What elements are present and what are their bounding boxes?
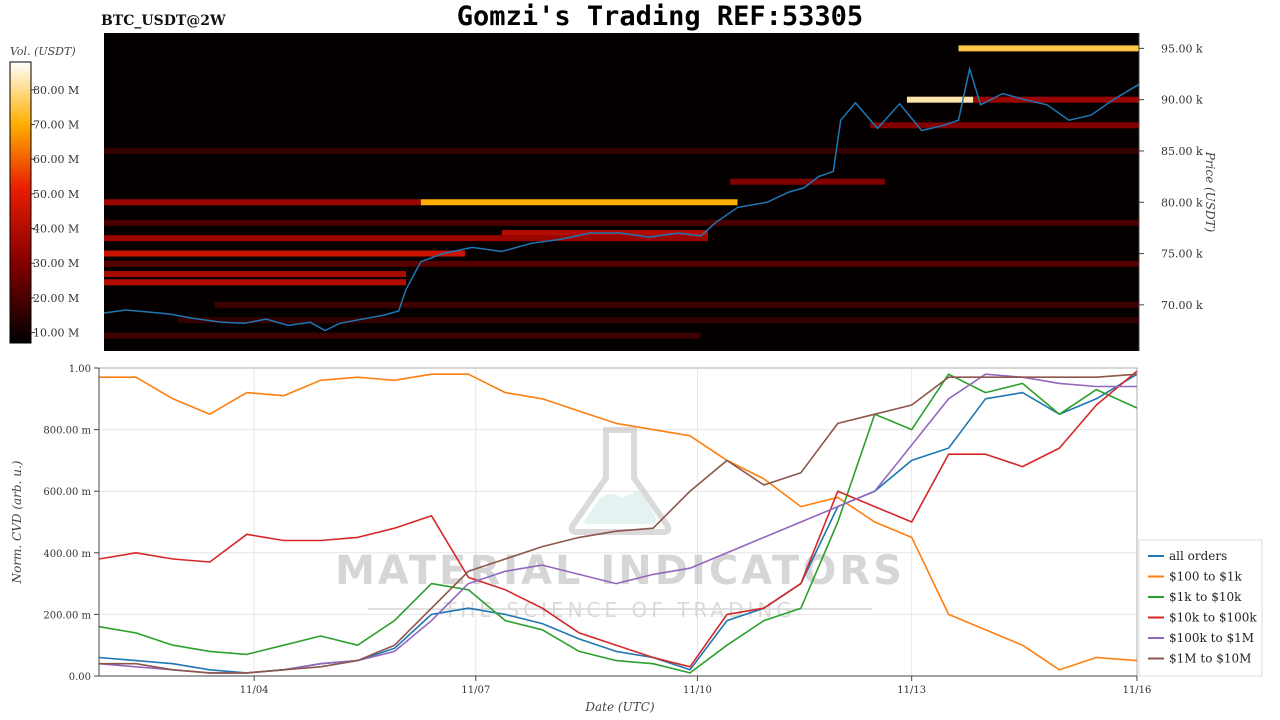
price-tick-label: 90.00 k [1161, 94, 1203, 107]
cvd-series-line [99, 373, 1138, 671]
heatmap-band [730, 178, 885, 185]
colorbar-tick-label: 40.00 M [33, 223, 79, 236]
heatmap-band [104, 235, 709, 242]
heatmap-band [104, 279, 407, 286]
cvd-y-tick-label: 200.00 m [43, 610, 91, 621]
heatmap-band [104, 219, 1139, 226]
symbol-label: BTC_USDT@2W [101, 13, 226, 29]
price-axis: 70.00 k 75.00 k 80.00 k 85.00 k 90.00 k 95.00… [1138, 33, 1203, 351]
price-tick-label: 70.00 k [1161, 299, 1203, 312]
cvd-x-tick-label: 11/10 [683, 685, 712, 696]
cvd-x-axis: 11/04 11/07 11/10 11/13 11/16 [99, 675, 1152, 696]
price-tick-label: 85.00 k [1161, 145, 1203, 158]
heatmap-band [870, 122, 1139, 129]
cvd-series-line [98, 370, 1138, 668]
legend-label: $1k to $10k [1169, 590, 1242, 604]
price-axis-label: Price (USDT) [1203, 151, 1217, 233]
watermark: MATERIAL INDICATORS THE SCIENCE OF TRADI… [335, 427, 905, 622]
heatmap-band [906, 96, 974, 103]
cvd-series-line [98, 373, 1138, 674]
colorbar-tick-label: 70.00 M [33, 118, 79, 131]
cvd-x-tick-label: 11/04 [240, 685, 269, 696]
legend-label: $100k to $1M [1169, 631, 1254, 645]
chart-title: Gomzi's Trading REF:53305 [457, 1, 863, 32]
watermark-tagline: THE SCIENCE OF TRADING [443, 598, 796, 622]
heatmap-band [104, 199, 421, 206]
legend-box [1138, 539, 1263, 677]
legend-label: all orders [1169, 549, 1227, 563]
heatmap-band [214, 301, 1139, 308]
flask-liquid-icon [584, 490, 657, 524]
heatmap-band [177, 317, 1140, 324]
colorbar-tick-label: 60.00 M [33, 153, 79, 166]
legend-label: $1M to $10M [1169, 652, 1251, 666]
heatmap-band [973, 96, 1139, 103]
heatmap-band [420, 199, 738, 206]
price-tick-label: 80.00 k [1161, 196, 1203, 209]
cvd-series-line [99, 373, 1138, 674]
cvd-y-tick-label: 600.00 m [43, 487, 91, 498]
cvd-y-axis: 0.00 200.00 m 400.00 m 600.00 m 800.00 m 1.00 [43, 364, 100, 683]
cvd-y-tick-label: 1.00 [69, 364, 91, 375]
colorbar-tick-label: 80.00 M [33, 84, 79, 97]
watermark-brand: MATERIAL INDICATORS [335, 548, 905, 594]
cvd-x-tick-label: 11/16 [1123, 685, 1152, 696]
cvd-y-tick-label: 0.00 [69, 672, 91, 683]
colorbar-tick-label: 20.00 M [33, 292, 79, 305]
cvd-y-tick-label: 400.00 m [43, 549, 91, 560]
price-tick-label: 75.00 k [1161, 248, 1203, 261]
cvd-y-tick-label: 800.00 m [43, 426, 91, 437]
cvd-y-axis-label: Norm. CVD (arb. u.) [10, 460, 24, 584]
colorbar-tick-label: 10.00 M [33, 327, 79, 340]
flask-icon [568, 427, 672, 535]
heatmap-band [958, 45, 1139, 52]
price-line [103, 65, 1140, 332]
heatmap-band [104, 250, 465, 257]
heatmap-band [104, 260, 1139, 267]
cvd-x-tick-label: 11/13 [897, 685, 926, 696]
heatmap-band [104, 332, 701, 339]
heatmap-band [104, 271, 407, 278]
colorbar-tick-label: 50.00 M [33, 188, 79, 201]
cvd-series-lines [98, 370, 1138, 674]
heatmap-bands [104, 45, 1140, 339]
legend: all orders $100 to $1k $1k to $10k $10k to … [1148, 549, 1257, 666]
heatmap-band [104, 147, 1139, 154]
colorbar-ticks: 10.00 M 20.00 M 30.00 M 40.00 M 50.00 M 60.00… [31, 84, 79, 340]
x-axis-label: Date (UTC) [584, 700, 654, 714]
price-tick-label: 95.00 k [1161, 42, 1203, 55]
legend-label: $100 to $1k [1169, 570, 1242, 584]
cvd-x-tick-label: 11/07 [461, 685, 490, 696]
legend-label: $10k to $100k [1169, 611, 1257, 625]
colorbar [9, 61, 32, 344]
colorbar-label: Vol. (USDT) [10, 45, 76, 58]
colorbar-tick-label: 30.00 M [33, 257, 79, 270]
